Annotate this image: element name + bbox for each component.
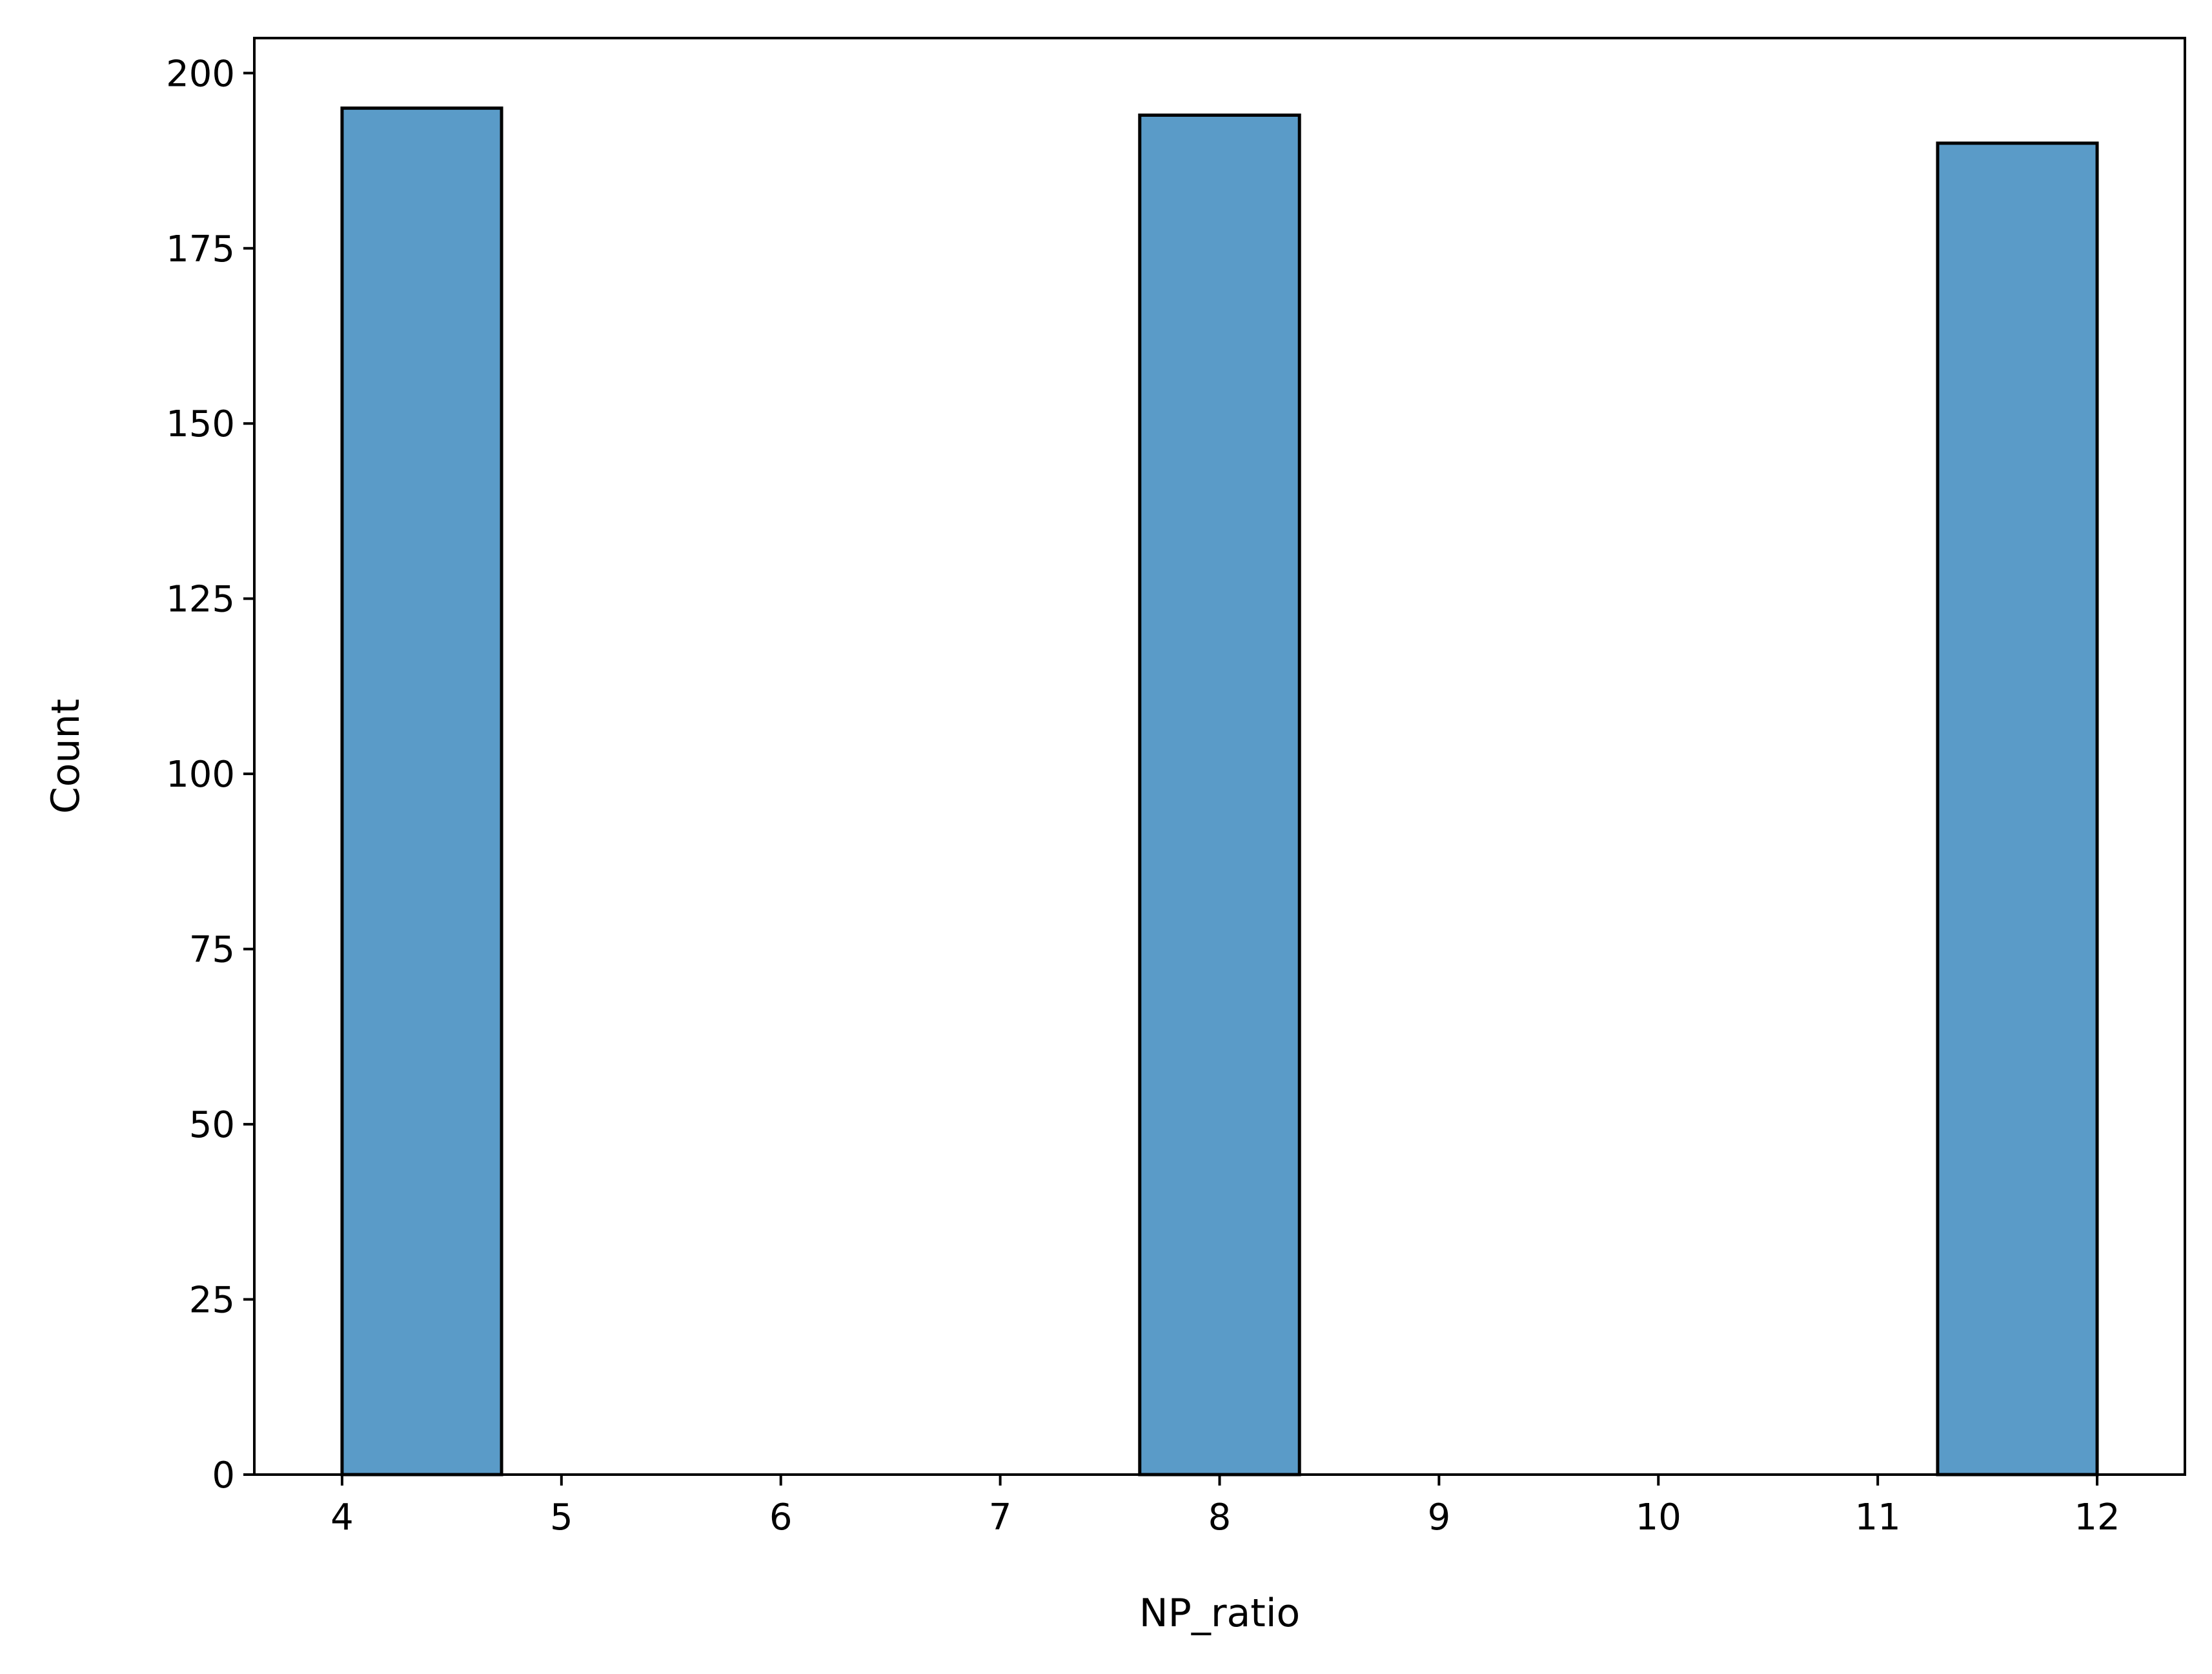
x-tick-label: 8: [1208, 1497, 1232, 1538]
y-axis-label: Count: [43, 699, 88, 814]
x-tick-label: 7: [989, 1497, 1012, 1538]
x-tick-label: 9: [1428, 1497, 1451, 1538]
histogram-bar-1: [340, 106, 503, 1477]
y-tick-label: 200: [166, 53, 235, 95]
x-axis-label: NP_ratio: [1139, 1591, 1300, 1636]
histogram-bar-3: [1936, 141, 2099, 1477]
x-tick-label: 10: [1636, 1497, 1681, 1538]
x-tick-label: 12: [2074, 1497, 2120, 1538]
axes-frame: [253, 37, 2186, 1476]
bars: [340, 106, 2099, 1477]
histogram-bar-2: [1138, 113, 1301, 1477]
x-tick-label: 6: [769, 1497, 793, 1538]
x-tick-label: 5: [550, 1497, 573, 1538]
y-axis-ticks: 0 25 50 75 100 125 150 175 200: [166, 53, 254, 1497]
x-tick-label: 4: [330, 1497, 354, 1538]
y-tick-label: 100: [166, 754, 235, 796]
y-tick-label: 50: [189, 1104, 235, 1146]
y-tick-label: 125: [166, 579, 235, 621]
y-tick-label: 25: [189, 1280, 235, 1322]
x-tick-label: 11: [1855, 1497, 1901, 1538]
y-tick-label: 175: [166, 228, 235, 270]
y-tick-label: 150: [166, 403, 235, 445]
x-axis-ticks: 4 5 6 7 8 9 10 11 12: [330, 1475, 2120, 1538]
y-tick-label: 0: [212, 1455, 235, 1497]
y-tick-label: 75: [189, 929, 235, 971]
